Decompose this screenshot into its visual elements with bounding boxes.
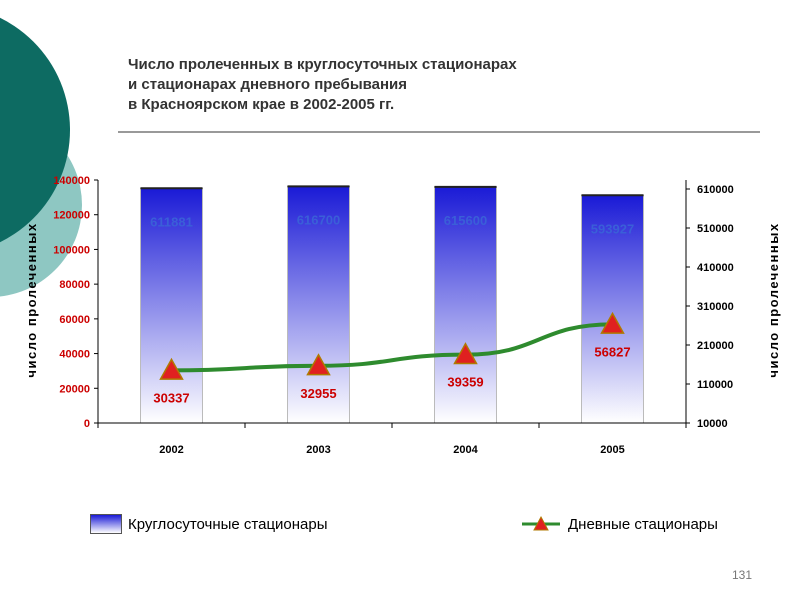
- bar-value-label-2005: 593927: [591, 221, 634, 236]
- left-axis-title: число пролеченных: [24, 222, 39, 377]
- right-tick-label-110000: 110000: [697, 379, 733, 391]
- bar-value-label-2002: 611881: [150, 214, 193, 229]
- right-tick-label-410000: 410000: [697, 262, 734, 274]
- line-marker-2005: [600, 311, 625, 334]
- legend-item-bars: Круглосуточные стационары: [90, 512, 328, 536]
- left-tick-label-120000: 120000: [53, 210, 90, 222]
- title-line-1: Число пролеченных в круглосуточных стаци…: [128, 56, 517, 73]
- line-marker-2002: [159, 357, 184, 380]
- right-axis-title: число пролеченных: [766, 222, 781, 377]
- x-tick-label-2002: 2002: [159, 444, 183, 456]
- title-divider: [118, 131, 760, 133]
- x-tick-label-2003: 2003: [306, 444, 330, 456]
- left-tick-label-20000: 20000: [59, 383, 90, 395]
- title-line-2: и стационарах дневного пребывания: [128, 76, 408, 93]
- line-series-dnevnye: [171, 322, 613, 373]
- left-tick-label-60000: 60000: [59, 314, 90, 326]
- bar-2003: [287, 185, 350, 424]
- line-value-label-2002: 30337: [153, 390, 189, 405]
- bar-value-label-2004: 615600: [444, 213, 487, 228]
- left-tick-label-40000: 40000: [59, 349, 90, 361]
- bar-2004: [434, 186, 497, 424]
- legend-label-line: Дневные стационары: [568, 515, 718, 533]
- slide-number: 131: [732, 568, 753, 582]
- line-marker-2004: [453, 342, 478, 365]
- title-line-3: в Красноярском крае в 2002-2005 гг.: [128, 96, 395, 113]
- right-tick-label-610000: 610000: [697, 184, 734, 196]
- chart-title: Число пролеченных в круглосуточных стаци…: [128, 55, 688, 115]
- x-tick-label-2005: 2005: [600, 444, 624, 456]
- left-tick-label-140000: 140000: [53, 175, 90, 187]
- right-tick-label-310000: 310000: [697, 301, 734, 313]
- right-tick-label-210000: 210000: [697, 340, 734, 352]
- line-value-label-2004: 39359: [447, 375, 483, 390]
- legend-swatch-bars: [90, 514, 122, 534]
- x-tick-label-2004: 2004: [453, 444, 478, 456]
- right-tick-label-10000: 10000: [697, 418, 728, 430]
- legend-item-line: Дневные стационары: [520, 512, 718, 536]
- line-value-label-2005: 56827: [594, 344, 630, 359]
- line-value-label-2003: 32955: [300, 386, 336, 401]
- left-tick-label-0: 0: [84, 418, 90, 430]
- left-tick-label-100000: 100000: [53, 244, 90, 256]
- legend-swatch-line: [522, 515, 560, 531]
- bar-value-label-2003: 616700: [297, 212, 340, 227]
- left-tick-label-80000: 80000: [59, 279, 90, 291]
- right-tick-label-510000: 510000: [697, 223, 734, 235]
- legend-label-bars: Круглосуточные стационары: [128, 515, 328, 533]
- line-marker-2003: [306, 353, 331, 376]
